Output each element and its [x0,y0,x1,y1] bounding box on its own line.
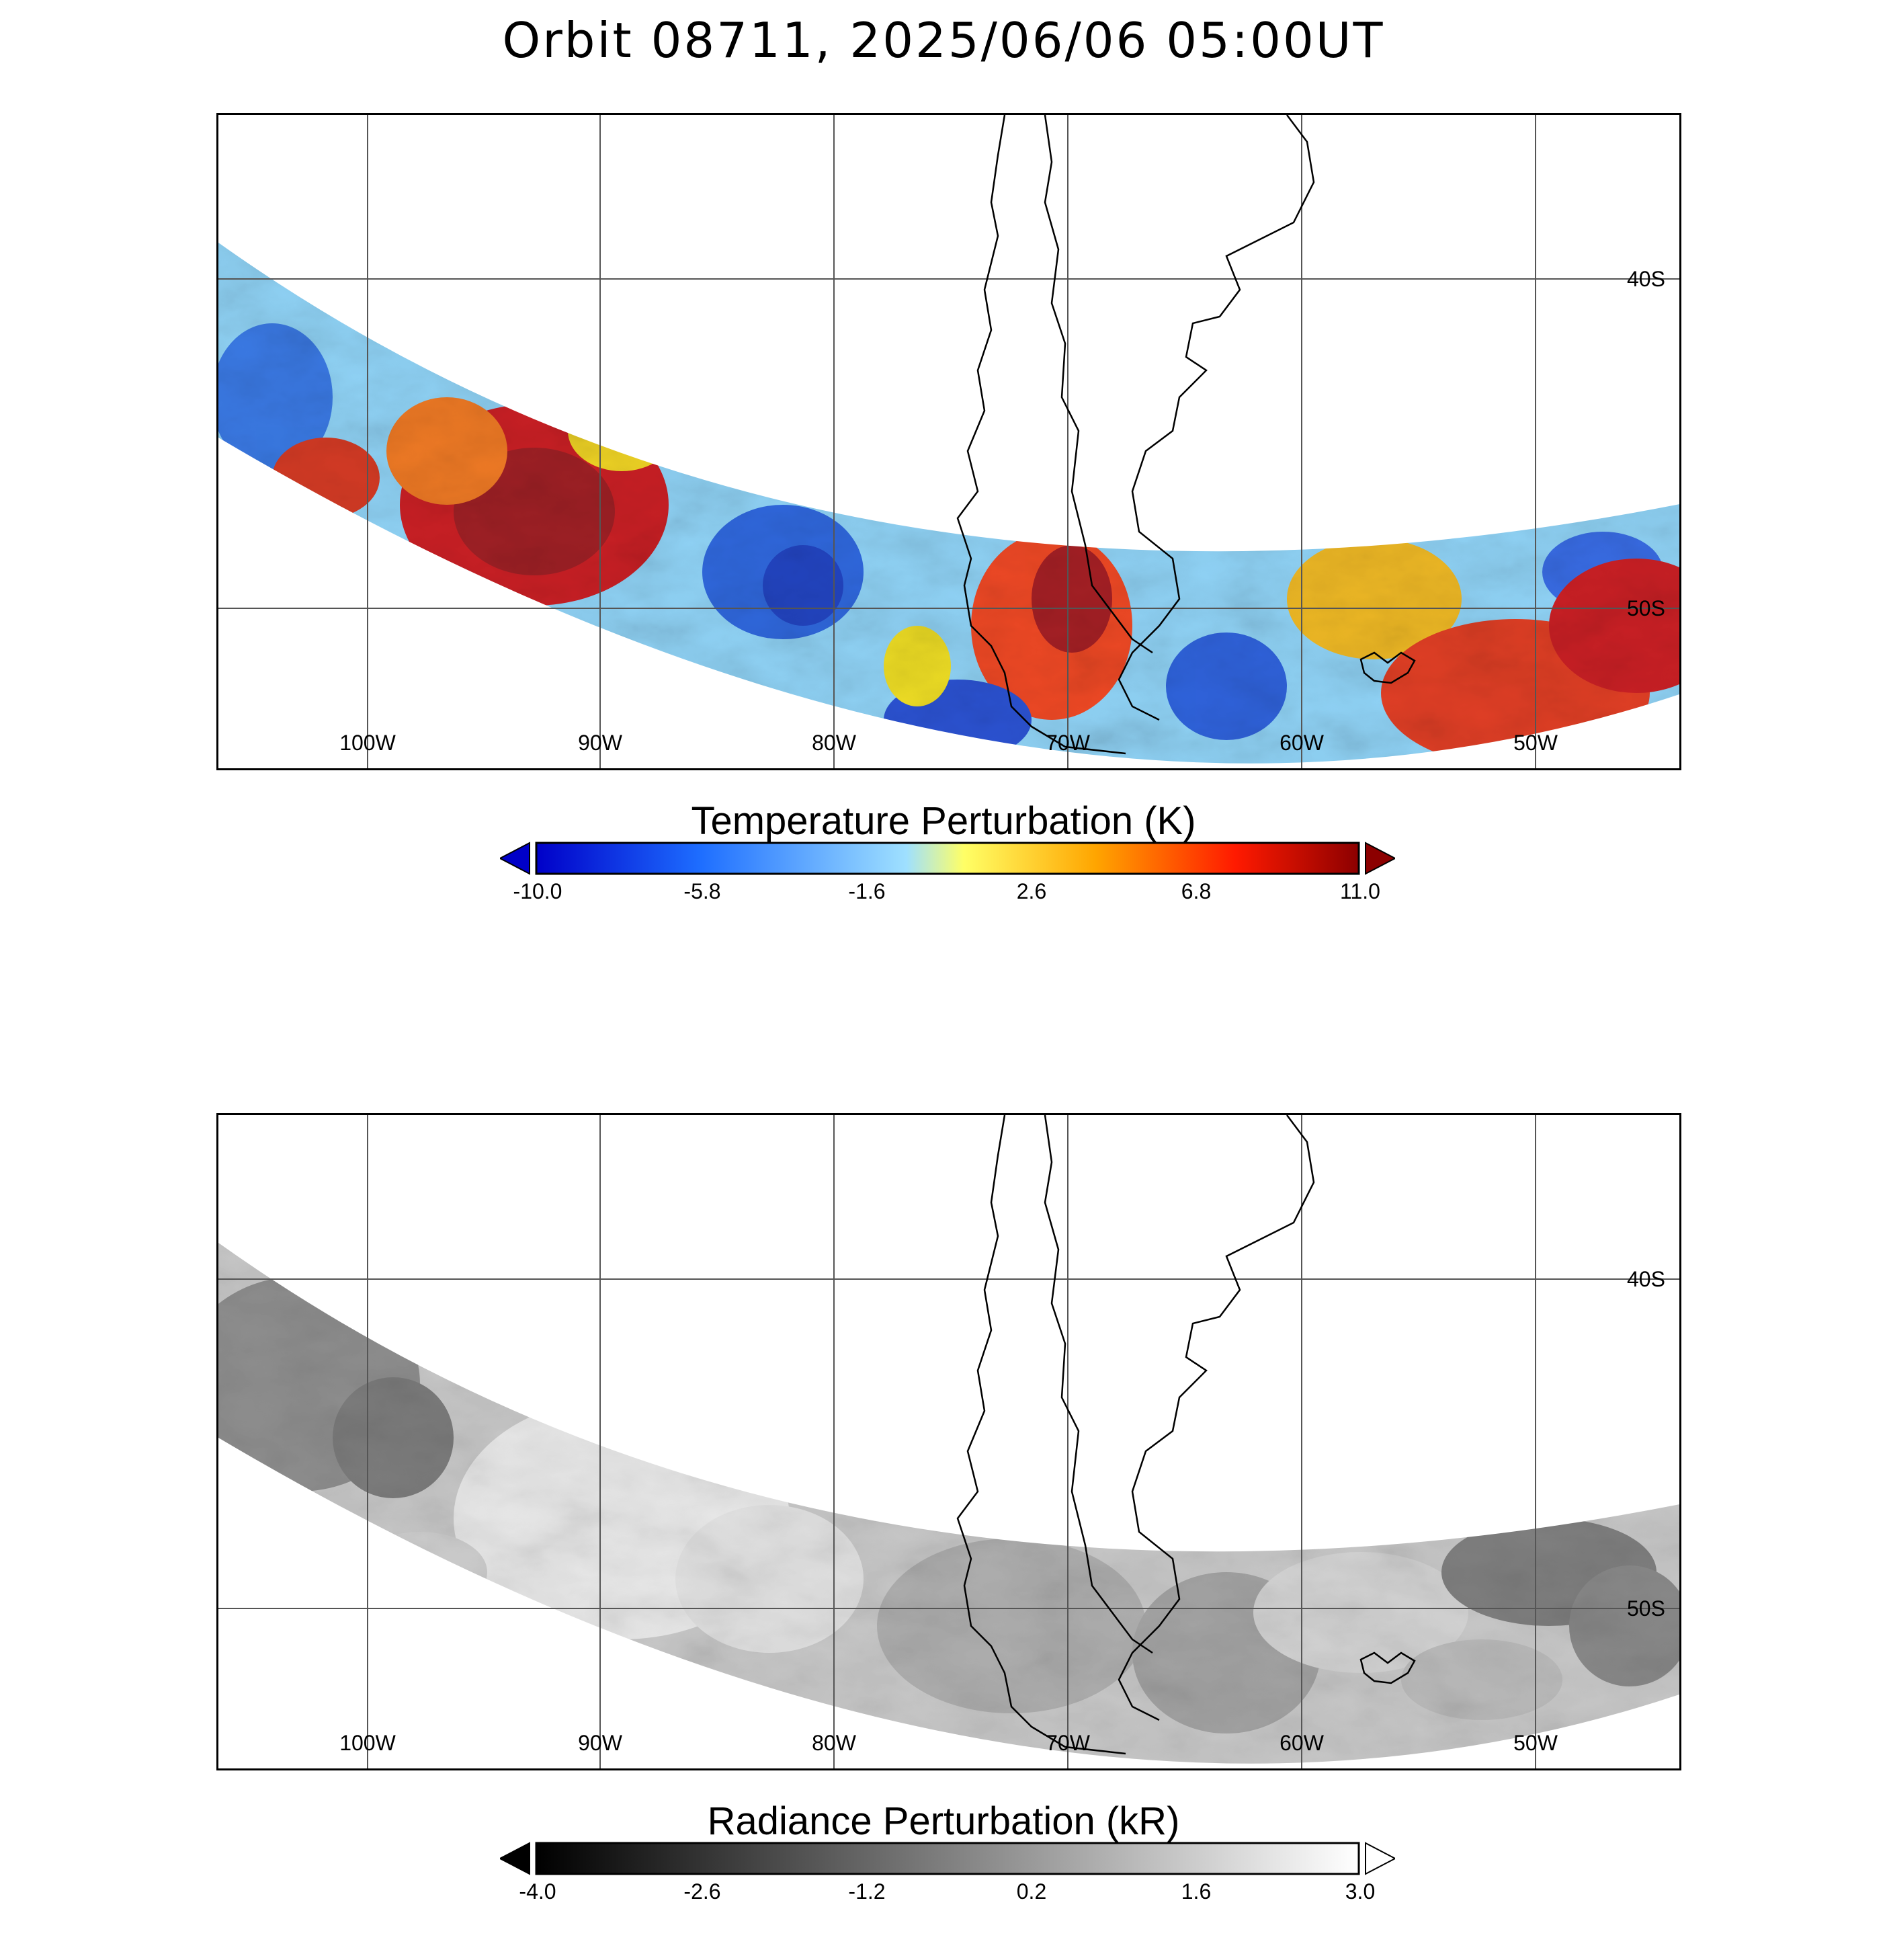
lon-label-70w: 70W [1046,731,1090,755]
colorbar-max-arrow [1365,1842,1395,1875]
radiance-colorbar-title: Radiance Perturbation (kR) [707,1799,1180,1843]
graticule [218,1115,1679,1768]
radiance-tick: 1.6 [1181,1879,1212,1904]
south-america-coastline [956,1115,1315,1755]
temperature-tick: -10.0 [513,879,562,903]
radiance-tick: 3.0 [1345,1879,1376,1904]
figure-title: Orbit 08711, 2025/06/06 05:00UT [502,12,1385,69]
graticule [218,115,1679,768]
colorbar-max-arrow [1365,842,1395,875]
colorbar-min-arrow [500,1842,530,1875]
lon-label-60w: 60W [1280,731,1324,755]
temperature-swath [218,243,1679,764]
temperature-tick: -1.6 [848,879,886,903]
radiance-tick: -1.2 [848,1879,886,1904]
lon-label-90w: 90W [578,1731,622,1755]
temperature-map-panel: 100W 90W 80W 70W 60W 50W 40S 50S [216,113,1681,770]
south-america-coastline [956,115,1315,755]
temperature-tick: 6.8 [1181,879,1212,903]
temperature-map [218,115,1679,768]
lon-label-50w: 50W [1513,1731,1558,1755]
lon-label-50w: 50W [1513,731,1558,755]
lon-label-60w: 60W [1280,1731,1324,1755]
radiance-tick: -2.6 [683,1879,721,1904]
radiance-colorbar [500,1842,1395,1875]
lat-label-40s: 40S [1627,1267,1665,1291]
radiance-swath [218,1243,1679,1764]
lat-label-40s: 40S [1627,267,1665,291]
temperature-colorbar-title: Temperature Perturbation (K) [691,799,1196,843]
lon-label-70w: 70W [1046,1731,1090,1755]
falkland-islands [1359,651,1416,684]
lon-label-100w: 100W [339,731,396,755]
temperature-tick: 11.0 [1340,879,1380,903]
falkland-islands [1359,1651,1416,1684]
lat-label-50s: 50S [1627,596,1665,620]
temperature-colorbar [500,842,1395,875]
temperature-tick: 2.6 [1016,879,1047,903]
radiance-tick: -4.0 [519,1879,556,1904]
radiance-tick: 0.2 [1016,1879,1047,1904]
radiance-map [218,1115,1679,1768]
lon-label-80w: 80W [812,731,856,755]
lon-label-90w: 90W [578,731,622,755]
lon-label-80w: 80W [812,1731,856,1755]
colorbar-min-arrow [500,842,530,875]
temperature-tick: -5.8 [683,879,721,903]
lat-label-50s: 50S [1627,1596,1665,1621]
radiance-map-panel: 100W 90W 80W 70W 60W 50W 40S 50S [216,1113,1681,1770]
lon-label-100w: 100W [339,1731,396,1755]
